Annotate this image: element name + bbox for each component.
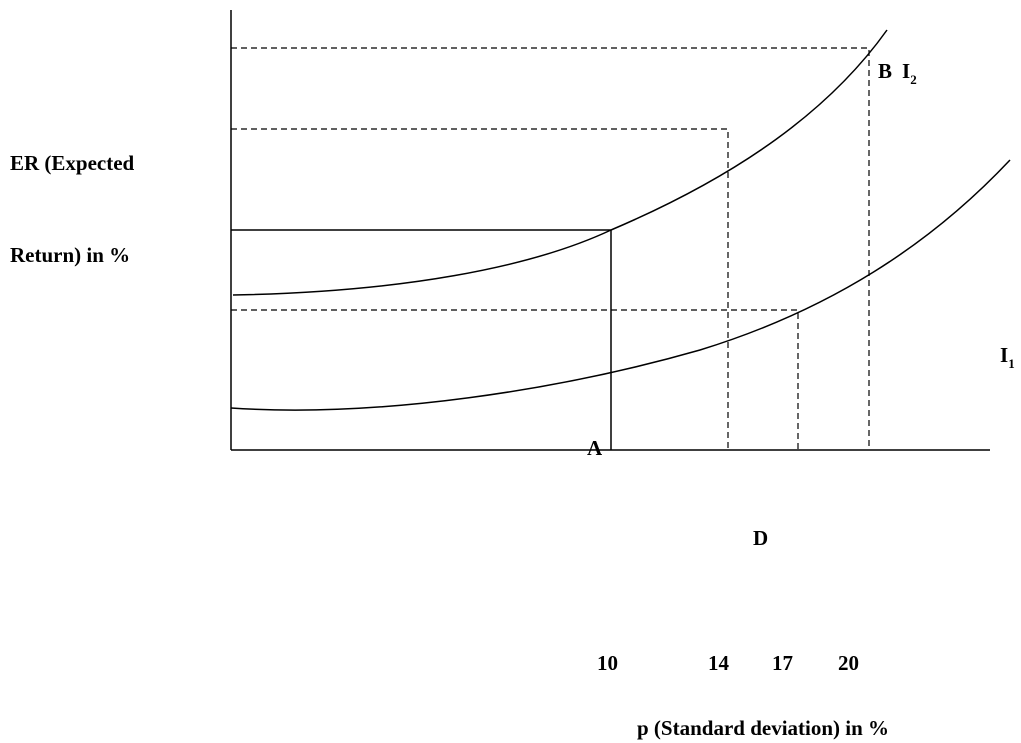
curve-label-i1-subscript: 1 <box>1008 356 1015 371</box>
curve-i1 <box>230 159 1011 411</box>
x-tick-label-17: 17 <box>772 651 793 675</box>
curve-label-i1-name: I <box>1000 343 1008 367</box>
x-tick-label-10: 10 <box>597 651 618 675</box>
x-tick-label-20: 20 <box>838 651 859 675</box>
guide-b-dashed <box>231 47 870 450</box>
curve-i2 <box>232 29 888 296</box>
point-label-a: A <box>587 436 603 460</box>
point-label-d: D <box>753 526 768 550</box>
curve-label-i1: I1 <box>1000 343 1015 371</box>
curve-label-i2-name: I <box>902 59 910 83</box>
y-axis-label-line1: ER (Expected <box>10 151 135 175</box>
curve-label-i2-subscript: 2 <box>910 72 917 87</box>
guide-17-dashed <box>231 309 799 450</box>
point-label-b: B <box>878 59 892 83</box>
y-axis-label-line2: Return) in % <box>10 243 130 267</box>
x-axis-label: p (Standard deviation) in % <box>637 716 889 740</box>
curve-label-i2: I2 <box>902 59 917 87</box>
x-tick-label-14: 14 <box>708 651 730 675</box>
guide-14-dashed <box>231 128 729 450</box>
